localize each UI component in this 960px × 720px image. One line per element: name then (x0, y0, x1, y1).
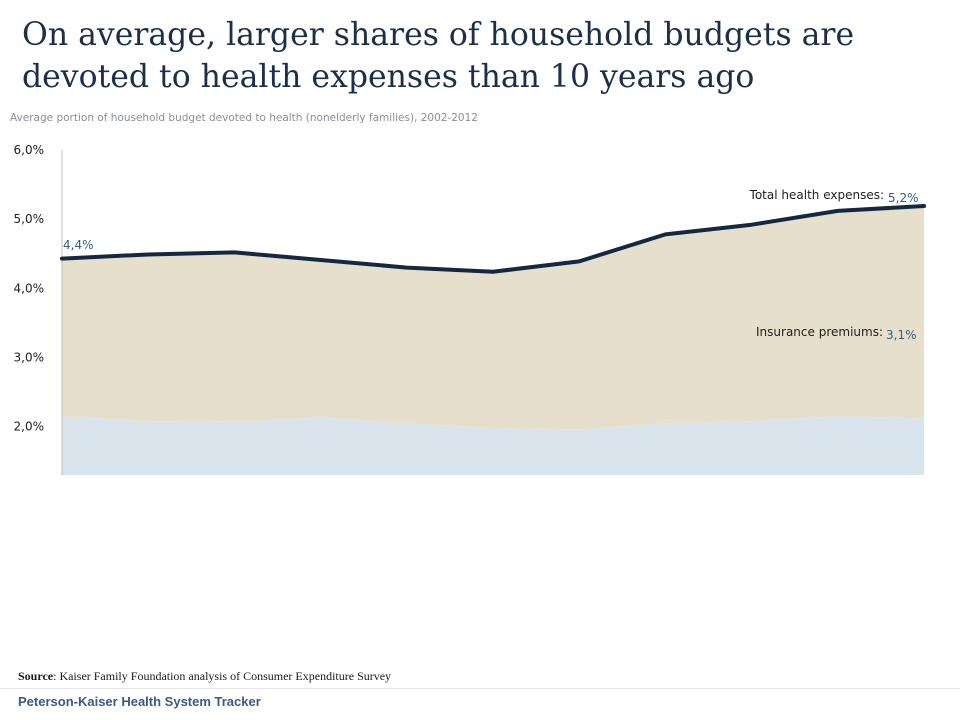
source-note: Source: Kaiser Family Foundation analysi… (18, 669, 391, 684)
area-layers (62, 206, 924, 475)
area-series-0 (62, 416, 924, 475)
area-chart: 0,0%1,0%2,0%3,0%4,0%5,0%6,0%200220032004… (14, 143, 926, 475)
data-label-start: 4,4% (63, 238, 94, 252)
total-line-layer (60, 204, 926, 274)
chart-title: On average, larger shares of household b… (22, 17, 855, 95)
total-health-line (60, 204, 926, 274)
footer-brand: Peterson-Kaiser Health System Tracker (18, 694, 261, 709)
source-text: : Kaiser Family Foundation analysis of C… (53, 669, 392, 683)
data-label-premiums-end: 3,1% (886, 328, 917, 342)
source-label: Source (18, 669, 54, 683)
y-tick-label: 4,0% (14, 281, 45, 295)
data-label-total-end: 5,2% (888, 191, 919, 205)
annotation-layer: 4,4% Total health expenses: 5,2% Insurance … (63, 188, 919, 342)
axes: 0,0%1,0%2,0%3,0%4,0%5,0%6,0%200220032004… (14, 143, 63, 475)
chart-subtitle: Average portion of household budget devo… (10, 112, 478, 124)
annotation-label-total: Total health expenses: (749, 188, 884, 202)
y-tick-label: 2,0% (14, 420, 45, 434)
y-tick-label: 6,0% (14, 143, 45, 157)
annotation-label-premiums: Insurance premiums: (756, 325, 883, 339)
footer-divider (0, 688, 960, 689)
y-tick-label: 3,0% (14, 351, 45, 365)
y-tick-label: 5,0% (14, 212, 45, 226)
area-series-1 (62, 206, 924, 430)
